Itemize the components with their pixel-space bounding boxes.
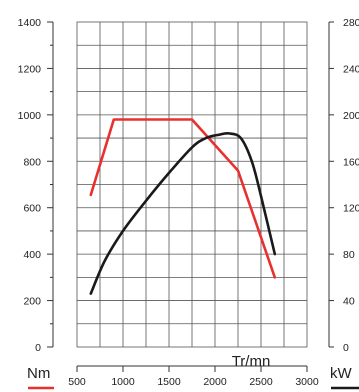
x-axis-ticks: 500 1000 1500 2000 2500 3000 bbox=[68, 365, 319, 388]
chart-grid bbox=[76, 21, 308, 348]
x-tick-label: 2500 bbox=[249, 376, 273, 388]
x-tick-label: 2000 bbox=[203, 376, 227, 388]
left-unit-label: Nm bbox=[27, 365, 50, 382]
x-tick-label: 1500 bbox=[157, 376, 181, 388]
x-tick-label: 500 bbox=[68, 376, 86, 388]
left-tick-label: 1400 bbox=[18, 17, 42, 29]
chart-series bbox=[89, 118, 277, 295]
right-axis-ticks: 0 40 80 120 160 200 240 280 bbox=[328, 17, 359, 354]
x-tick-label: 1000 bbox=[111, 376, 135, 388]
left-tick-label: 400 bbox=[23, 249, 41, 261]
x-tick-label: 3000 bbox=[295, 376, 319, 388]
right-unit-label: kW bbox=[330, 365, 353, 382]
right-tick-label: 120 bbox=[343, 203, 359, 215]
right-tick-label: 40 bbox=[343, 296, 355, 308]
left-tick-label: 1000 bbox=[18, 110, 42, 122]
right-tick-label: 80 bbox=[343, 249, 355, 261]
right-tick-label: 160 bbox=[343, 156, 359, 168]
right-tick-label: 280 bbox=[343, 17, 359, 29]
torque-curve bbox=[89, 118, 277, 279]
power-curve bbox=[89, 131, 277, 295]
right-tick-label: 200 bbox=[343, 110, 359, 122]
left-tick-label: 200 bbox=[23, 296, 41, 308]
left-tick-label: 600 bbox=[23, 203, 41, 215]
x-axis-label: Tr/mn bbox=[232, 353, 271, 370]
left-tick-label: 1200 bbox=[18, 63, 42, 75]
right-tick-label: 240 bbox=[343, 63, 359, 75]
left-tick-label: 800 bbox=[23, 156, 41, 168]
right-tick-label: 0 bbox=[343, 342, 349, 354]
left-tick-label: 0 bbox=[35, 342, 41, 354]
left-axis-ticks: 0 200 400 600 800 1000 1200 1400 bbox=[18, 17, 54, 354]
